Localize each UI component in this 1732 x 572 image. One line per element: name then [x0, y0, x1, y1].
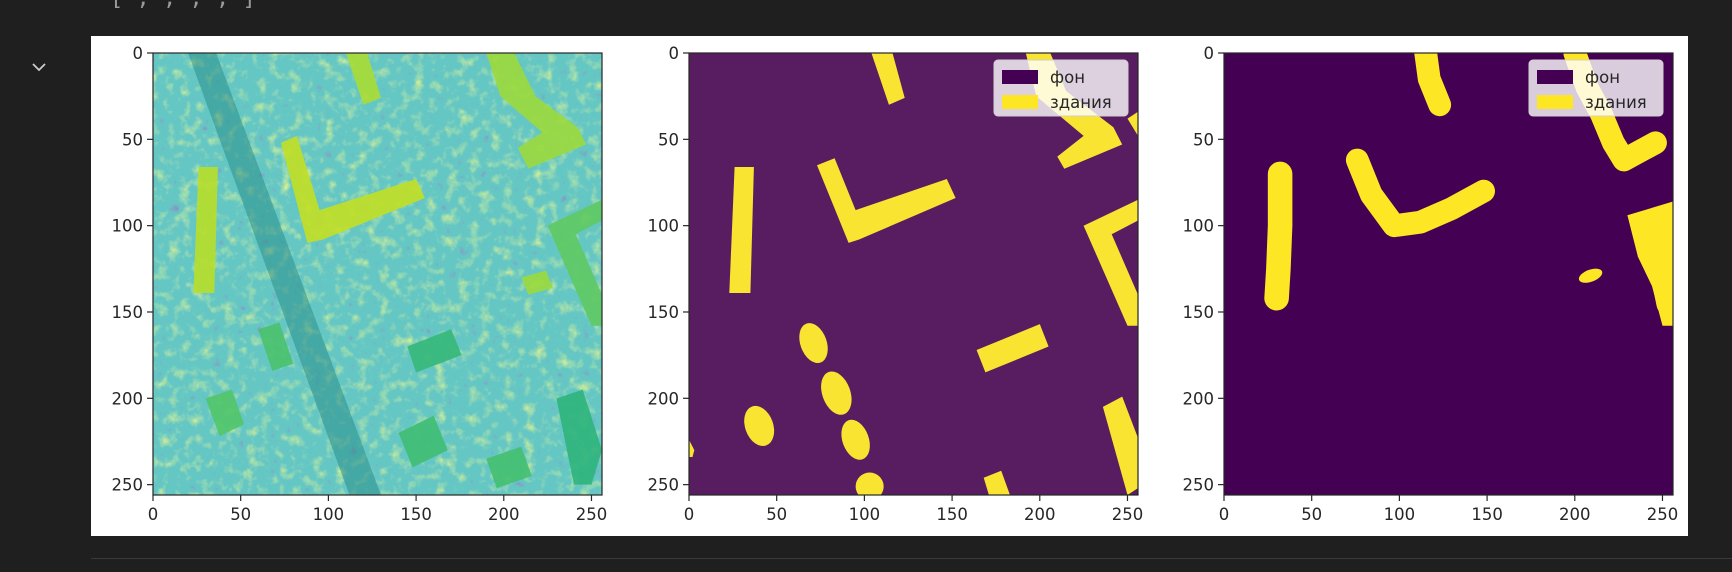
x-tick-label: 100: [1384, 505, 1416, 524]
legend-swatch: [1002, 70, 1038, 84]
building-highlight: [258, 322, 294, 371]
prediction-legend: фон здания: [1528, 59, 1664, 117]
building-highlight: [193, 166, 218, 293]
building-region: [689, 439, 695, 457]
y-tick-label: 200: [112, 389, 144, 408]
building-region: [855, 472, 884, 495]
x-tick-label: 150: [400, 505, 432, 524]
x-tick-label: 100: [849, 505, 881, 524]
building-highlight: [486, 53, 587, 169]
building-region: [729, 167, 754, 293]
axes-frame: [1223, 52, 1674, 496]
x-tick-label: 0: [148, 505, 159, 524]
legend-label: фон: [1050, 68, 1085, 87]
building-region: [799, 323, 828, 364]
x-tick-label: 50: [1301, 505, 1322, 524]
building-region: [983, 470, 1010, 495]
building-highlight: [556, 389, 602, 485]
x-tick-label: 150: [936, 505, 968, 524]
y-tick-label: 0: [669, 44, 680, 63]
cell-divider: [91, 558, 1732, 559]
y-tick-label: 150: [112, 303, 144, 322]
building-region: [1578, 268, 1603, 283]
building-region: [1083, 199, 1138, 326]
y-tick-label: 50: [658, 130, 679, 149]
previous-output-text: [ , , , , ]: [110, 0, 256, 11]
building-highlight: [345, 53, 382, 105]
x-tick-label: 50: [230, 505, 251, 524]
x-tick-label: 200: [1024, 505, 1056, 524]
y-tick-label: 200: [1183, 389, 1215, 408]
y-tick-label: 100: [112, 217, 144, 236]
y-tick-label: 200: [648, 389, 680, 408]
building-region: [1127, 111, 1138, 136]
x-tick-label: 100: [313, 505, 345, 524]
building-region: [1414, 53, 1452, 117]
building-region: [1102, 396, 1138, 495]
y-tick-label: 50: [122, 130, 143, 149]
y-tick-label: 0: [133, 44, 144, 63]
y-tick-label: 250: [648, 476, 680, 495]
x-tick-label: 200: [488, 505, 520, 524]
legend-swatch: [1537, 95, 1573, 109]
collapse-output-toggle[interactable]: [24, 52, 54, 82]
satellite-image-heatmap: [153, 53, 602, 495]
x-tick-label: 200: [1559, 505, 1591, 524]
road-region: [188, 53, 382, 495]
y-tick-label: 250: [112, 476, 144, 495]
building-highlight: [547, 199, 602, 326]
cell-output-figure: 0 50 100 150 200 250 0 50 100 150 200 250 0 50 100 150…: [91, 36, 1688, 536]
building-region: [976, 324, 1049, 373]
building-region: [1627, 201, 1673, 326]
y-tick-label: 150: [648, 303, 680, 322]
building-region: [744, 405, 775, 446]
legend-swatch: [1537, 70, 1573, 84]
building-highlight: [521, 270, 553, 295]
x-tick-label: 0: [684, 505, 695, 524]
building-region: [821, 371, 852, 415]
legend-label: здания: [1585, 93, 1647, 112]
x-tick-label: 0: [1219, 505, 1230, 524]
x-tick-label: 250: [576, 505, 608, 524]
building-highlight: [407, 329, 462, 373]
x-tick-label: 50: [766, 505, 787, 524]
axes-frame: [688, 52, 1139, 496]
legend-label: здания: [1050, 93, 1112, 112]
building-region: [1345, 148, 1496, 238]
y-tick-label: 100: [648, 217, 680, 236]
legend-swatch: [1002, 95, 1038, 109]
building-highlight: [398, 415, 448, 468]
building-region: [1264, 161, 1293, 311]
y-tick-label: 50: [1193, 130, 1214, 149]
chevron-down-icon: [32, 63, 46, 72]
y-tick-label: 150: [1183, 303, 1215, 322]
ground-truth-legend: фон здания: [993, 59, 1129, 117]
building-region: [817, 158, 956, 243]
legend-label: фон: [1585, 68, 1620, 87]
building-highlight: [486, 446, 532, 489]
x-tick-label: 250: [1647, 505, 1679, 524]
x-tick-label: 250: [1112, 505, 1144, 524]
building-highlight: [205, 389, 245, 437]
x-tick-label: 150: [1471, 505, 1503, 524]
prediction-heatmap: [1224, 53, 1673, 495]
y-tick-label: 100: [1183, 217, 1215, 236]
ground-truth-heatmap: [689, 53, 1138, 495]
building-region: [871, 53, 905, 105]
building-highlight: [281, 135, 425, 243]
building-region: [841, 419, 870, 460]
axes-frame: [152, 52, 603, 496]
y-tick-label: 250: [1183, 476, 1215, 495]
y-tick-label: 0: [1204, 44, 1215, 63]
